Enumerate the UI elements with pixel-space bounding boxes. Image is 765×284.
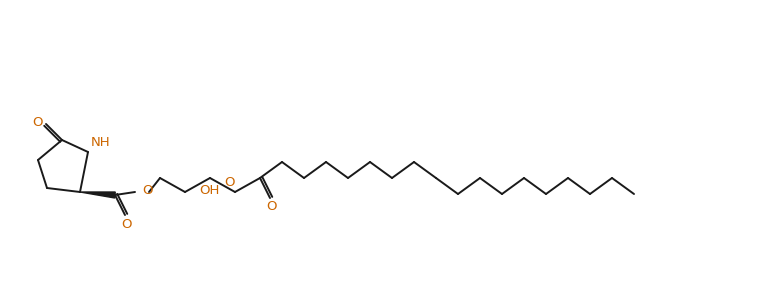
Text: O: O (33, 116, 44, 130)
Text: O: O (267, 199, 277, 212)
Text: OH: OH (199, 185, 220, 197)
Text: O: O (122, 218, 132, 231)
Text: O: O (225, 176, 236, 189)
Text: NH: NH (91, 135, 111, 149)
Text: O: O (142, 185, 152, 197)
Polygon shape (80, 192, 116, 198)
